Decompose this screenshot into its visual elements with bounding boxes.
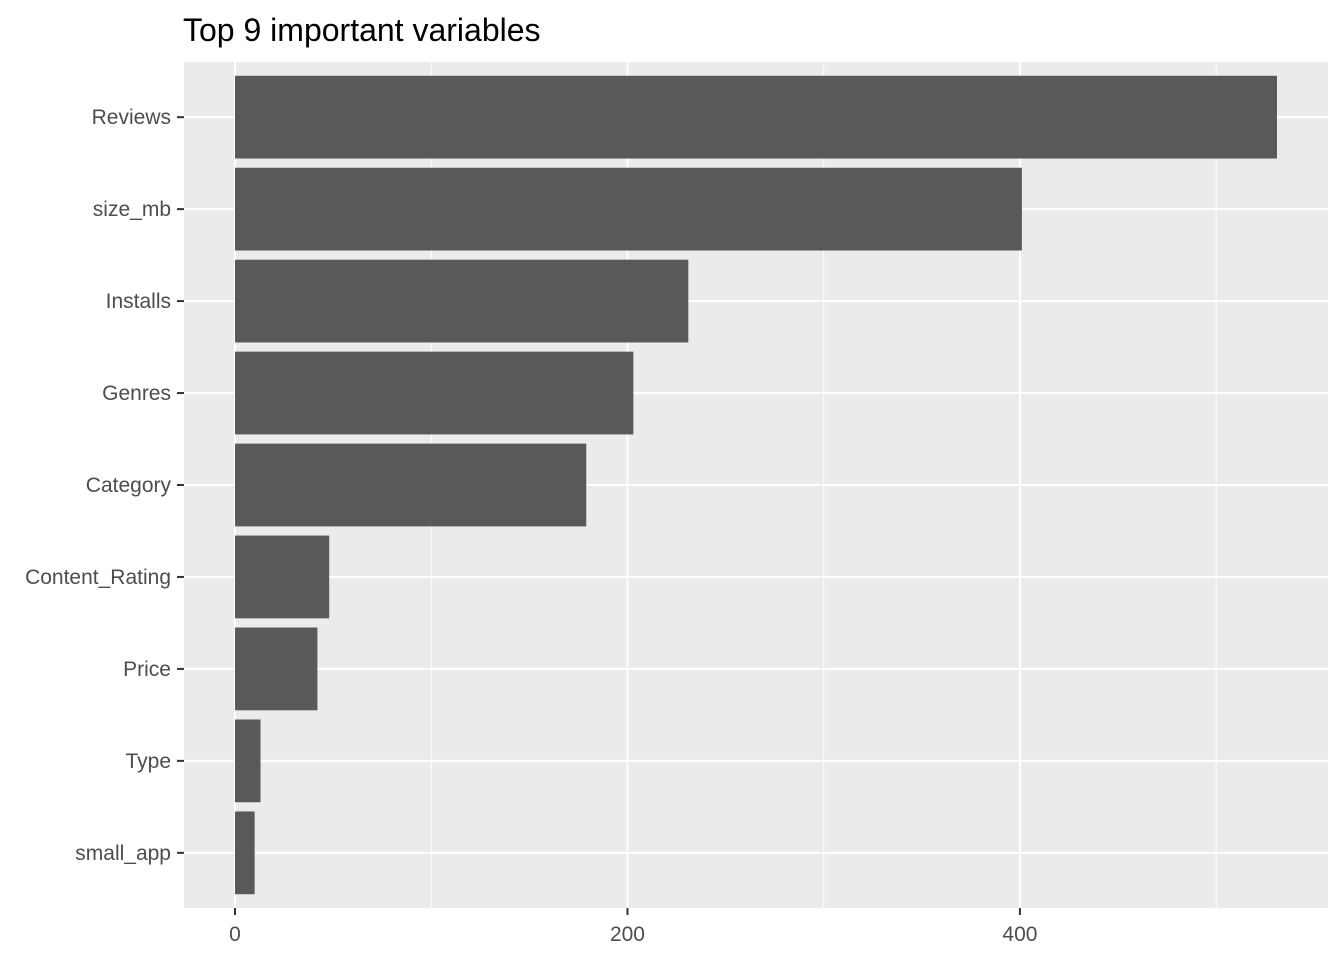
y-tick-label: Content_Rating bbox=[25, 566, 171, 589]
y-tick-label: Type bbox=[125, 750, 171, 773]
y-tick-label: Price bbox=[123, 658, 171, 681]
y-tick-label: Genres bbox=[102, 382, 171, 405]
y-tick-label: small_app bbox=[75, 842, 171, 865]
chart-title: Top 9 important variables bbox=[183, 12, 541, 48]
bar-price bbox=[235, 627, 318, 711]
x-tick-label: 0 bbox=[229, 923, 241, 946]
bar-size-mb bbox=[235, 167, 1022, 251]
bar-category bbox=[235, 443, 587, 527]
bar-genres bbox=[235, 351, 634, 435]
bar-small-app bbox=[235, 811, 255, 895]
y-tick-label: Reviews bbox=[92, 106, 171, 129]
x-axis: 0 200 400 bbox=[229, 908, 1037, 946]
y-tick-label: Category bbox=[86, 474, 172, 497]
x-tick-label: 200 bbox=[610, 923, 645, 946]
bars bbox=[235, 75, 1277, 895]
y-tick-label: Installs bbox=[106, 290, 171, 313]
bar-type bbox=[235, 719, 261, 803]
bar-reviews bbox=[235, 75, 1277, 159]
bar-content-rating bbox=[235, 535, 330, 619]
y-tick-label: size_mb bbox=[93, 198, 171, 221]
y-axis: Reviews size_mb Installs Genres Category Cont… bbox=[25, 106, 184, 865]
x-tick-label: 400 bbox=[1002, 923, 1037, 946]
bar-installs bbox=[235, 259, 689, 343]
